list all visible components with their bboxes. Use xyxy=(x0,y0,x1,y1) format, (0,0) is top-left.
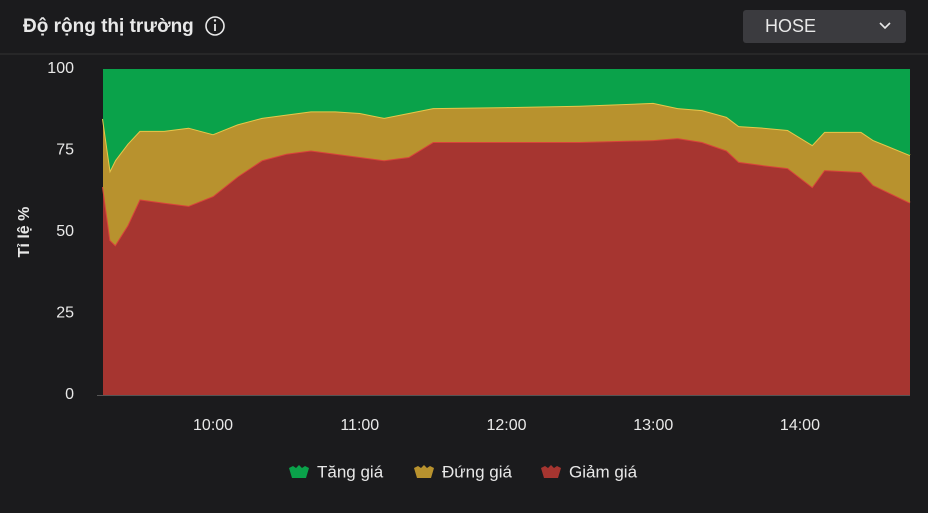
area xyxy=(103,69,910,171)
legend-label: Tăng giá xyxy=(317,462,384,481)
widget-title: Độ rộng thị trường xyxy=(23,16,194,37)
dropdown-value: HOSE xyxy=(765,16,816,36)
y-tick-label: 0 xyxy=(65,386,74,403)
legend-label: Đứng giá xyxy=(442,462,513,481)
legend-swatch xyxy=(541,465,561,478)
x-tick-label: 14:00 xyxy=(780,417,820,434)
legend-swatch xyxy=(414,465,434,478)
y-tick-label: 100 xyxy=(47,60,74,77)
legend-item[interactable]: Tăng giá xyxy=(289,462,384,481)
y-tick-label: 75 xyxy=(56,142,74,159)
y-tick-label: 25 xyxy=(56,305,74,322)
legend-label: Giảm giá xyxy=(569,462,638,481)
area xyxy=(103,102,910,246)
y-axis-label: Tỉ lệ % xyxy=(16,207,33,258)
x-tick-label: 12:00 xyxy=(486,417,526,434)
x-tick-label: 11:00 xyxy=(340,417,379,434)
area xyxy=(103,138,910,395)
legend-item[interactable]: Giảm giá xyxy=(541,462,638,481)
exchange-dropdown[interactable]: HOSE xyxy=(743,10,906,43)
legend-item[interactable]: Đứng giá xyxy=(414,462,513,481)
y-tick-label: 50 xyxy=(56,223,74,240)
x-tick-label: 10:00 xyxy=(193,417,233,434)
x-tick-label: 13:00 xyxy=(633,417,673,434)
legend-swatch xyxy=(289,465,309,478)
info-icon[interactable] xyxy=(205,16,225,36)
